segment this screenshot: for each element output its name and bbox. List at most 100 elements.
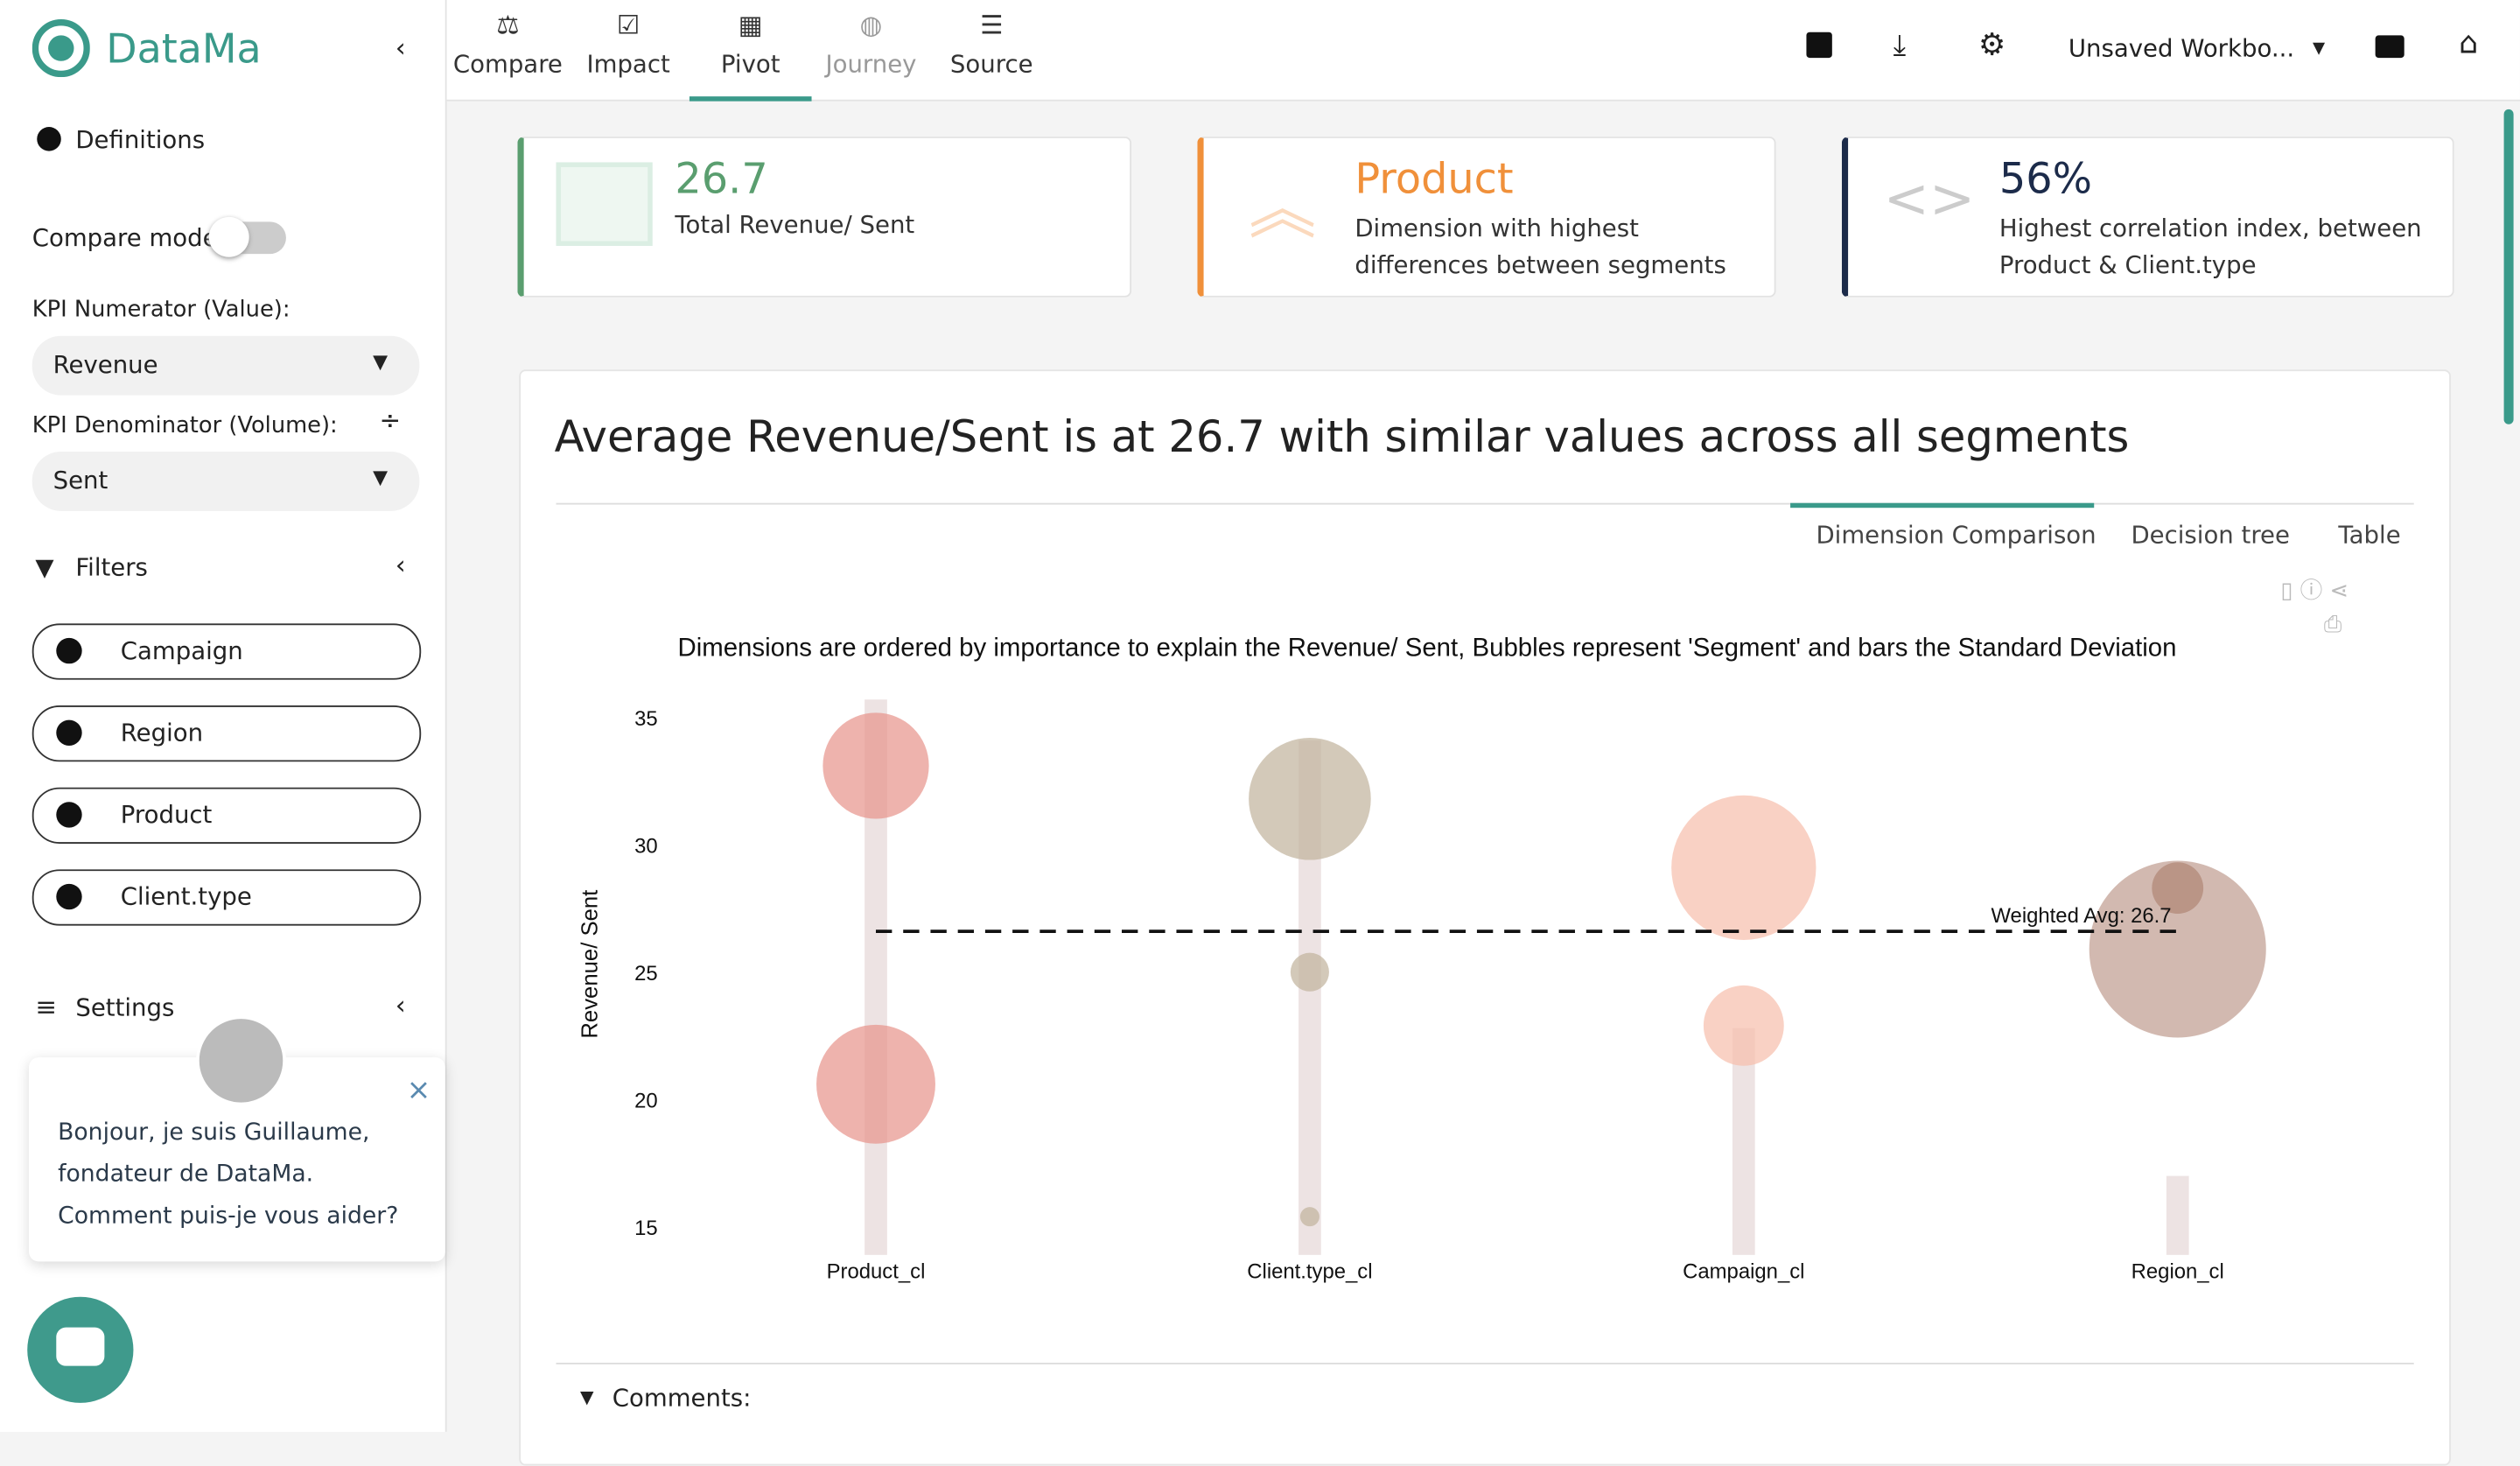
icon xyxy=(37,127,61,151)
y-tick-label: 20 xyxy=(634,1089,658,1112)
kpi-card: 26.7 Total Revenue/ Sent xyxy=(517,137,1132,298)
nav-icon: ▦ xyxy=(738,10,763,40)
x-tick-label: Product_cl xyxy=(827,1260,926,1284)
filter-pill[interactable]: Product xyxy=(32,787,422,844)
panel-tab[interactable]: Table xyxy=(2338,520,2401,550)
active-indicator xyxy=(689,96,812,102)
home[interactable]: ⌂ xyxy=(2459,25,2479,61)
bubble xyxy=(822,712,929,819)
y-tick-label: 30 xyxy=(634,834,658,858)
scrollbar[interactable] xyxy=(2503,109,2514,424)
std-bar xyxy=(1732,1028,1755,1255)
download[interactable]: ⤓ xyxy=(1893,29,1907,63)
top-bar: ⚖ Compare ☑ Impact ▦ Pivot ◍ Journey ☰ Source ⤓ ⚙… xyxy=(446,0,2520,102)
dropdown[interactable]: Revenue ▼ xyxy=(32,335,420,396)
bubble xyxy=(2152,862,2204,915)
caret: ▼ xyxy=(373,350,388,373)
new-folder[interactable] xyxy=(2375,35,2404,59)
y-tick-label: 15 xyxy=(634,1217,658,1240)
y-axis-title: Revenue/ Sent xyxy=(578,890,603,1039)
x-tick-label: Region_cl xyxy=(2132,1260,2224,1284)
caret: ▼ xyxy=(373,466,388,489)
filter-pill[interactable]: Campaign xyxy=(32,623,422,680)
x-tick-label: Client.type_cl xyxy=(1247,1260,1372,1284)
section-filters[interactable]: Filters xyxy=(75,552,148,582)
kpi-label: Highest correlation index, between Produ… xyxy=(1998,214,2422,280)
nav-tab[interactable]: Journey xyxy=(825,49,917,79)
bubble xyxy=(816,1024,935,1144)
label: Compare mode xyxy=(32,223,218,253)
bubble xyxy=(1249,738,1371,860)
bubble xyxy=(1299,1207,1320,1227)
filter-pill[interactable]: Region xyxy=(32,705,422,762)
kpi-card: <> 56% Highest correlation index, betwee… xyxy=(1841,137,2454,298)
filter-label: Campaign xyxy=(120,636,243,666)
icon: ︽ xyxy=(1249,168,1317,248)
save[interactable] xyxy=(1806,32,1832,59)
kpi-value: Product xyxy=(1354,156,1514,205)
nav-tab[interactable]: Compare xyxy=(452,49,563,79)
icon xyxy=(556,162,653,246)
nav-tab[interactable]: Pivot xyxy=(720,49,780,79)
collapse[interactable]: ‹ xyxy=(395,32,406,63)
check xyxy=(56,802,82,828)
bubble xyxy=(1671,795,1816,940)
label: KPI Numerator (Value): xyxy=(32,297,290,324)
x-tick-label: Campaign_cl xyxy=(1683,1260,1804,1284)
kpi-value: 26.7 xyxy=(675,156,768,205)
filter-label: Region xyxy=(120,718,204,747)
toggle[interactable] xyxy=(208,216,286,257)
dropdown[interactable]: Sent ▼ xyxy=(32,451,420,511)
dropdown-value: Revenue xyxy=(52,350,158,380)
bubble xyxy=(1290,952,1329,992)
std-bar xyxy=(2166,1175,2189,1255)
bubble xyxy=(2089,860,2266,1038)
chat-message: Bonjour, je suis Guillaume, fondateur de… xyxy=(58,1119,399,1230)
chart-title: Dimensions are ordered by importance to … xyxy=(677,634,2176,663)
filter-label: Client.type xyxy=(120,882,252,912)
nav-icon: ☑ xyxy=(616,10,640,40)
settings[interactable]: ⚙ xyxy=(1978,27,2006,63)
section-settings[interactable]: Settings xyxy=(75,993,175,1022)
brand: DataMa xyxy=(106,25,262,73)
nav-icon: ☰ xyxy=(980,10,1004,40)
icon: ≡ xyxy=(35,991,58,1022)
chat-button[interactable] xyxy=(27,1296,134,1403)
nav-icon: ◍ xyxy=(859,10,883,40)
label: KPI Denominator (Volume): xyxy=(32,412,338,439)
kpi-value: 56% xyxy=(1998,156,2093,205)
divider xyxy=(556,1363,2414,1364)
collapse[interactable]: ‹ xyxy=(395,990,406,1021)
toolbar[interactable]: ▯ ⓘ ⋖ xyxy=(2280,578,2349,605)
chart: Dimensions are ordered by importance to … xyxy=(578,634,2266,1284)
icon: ▼ xyxy=(35,552,54,582)
workbook-name[interactable]: Unsaved Workbo... xyxy=(2068,33,2295,63)
caret[interactable]: ▼ xyxy=(2313,39,2326,59)
comments[interactable]: Comments: xyxy=(612,1383,752,1413)
section-definitions[interactable]: Definitions xyxy=(75,125,206,155)
caret[interactable]: ▼ xyxy=(580,1386,594,1408)
y-tick-label: 35 xyxy=(634,707,658,731)
dropdown-value: Sent xyxy=(52,466,108,495)
check xyxy=(56,637,82,664)
bubble xyxy=(1703,985,1784,1066)
panel-tab[interactable]: Decision tree xyxy=(2131,520,2290,550)
kpi-card: ︽ Product Dimension with highest differe… xyxy=(1197,137,1776,298)
kpi-label: Total Revenue/ Sent xyxy=(675,210,915,240)
panel-tab[interactable]: Dimension Comparison xyxy=(1816,520,2096,550)
avatar xyxy=(196,1015,286,1106)
close[interactable]: × xyxy=(406,1073,431,1108)
logo xyxy=(32,19,90,78)
icon: <> xyxy=(1883,166,1976,232)
nav-tab[interactable]: Source xyxy=(949,49,1033,79)
collapse[interactable]: ‹ xyxy=(395,549,406,580)
check xyxy=(56,883,82,910)
nav-tab[interactable]: Impact xyxy=(586,49,670,79)
print[interactable]: ⎙ xyxy=(2323,612,2342,638)
divider xyxy=(556,502,2414,505)
filter-pill[interactable]: Client.type xyxy=(32,869,422,926)
headline: Average Revenue/Sent is at 26.7 with sim… xyxy=(554,412,2130,463)
icon[interactable]: ÷ xyxy=(379,404,402,436)
